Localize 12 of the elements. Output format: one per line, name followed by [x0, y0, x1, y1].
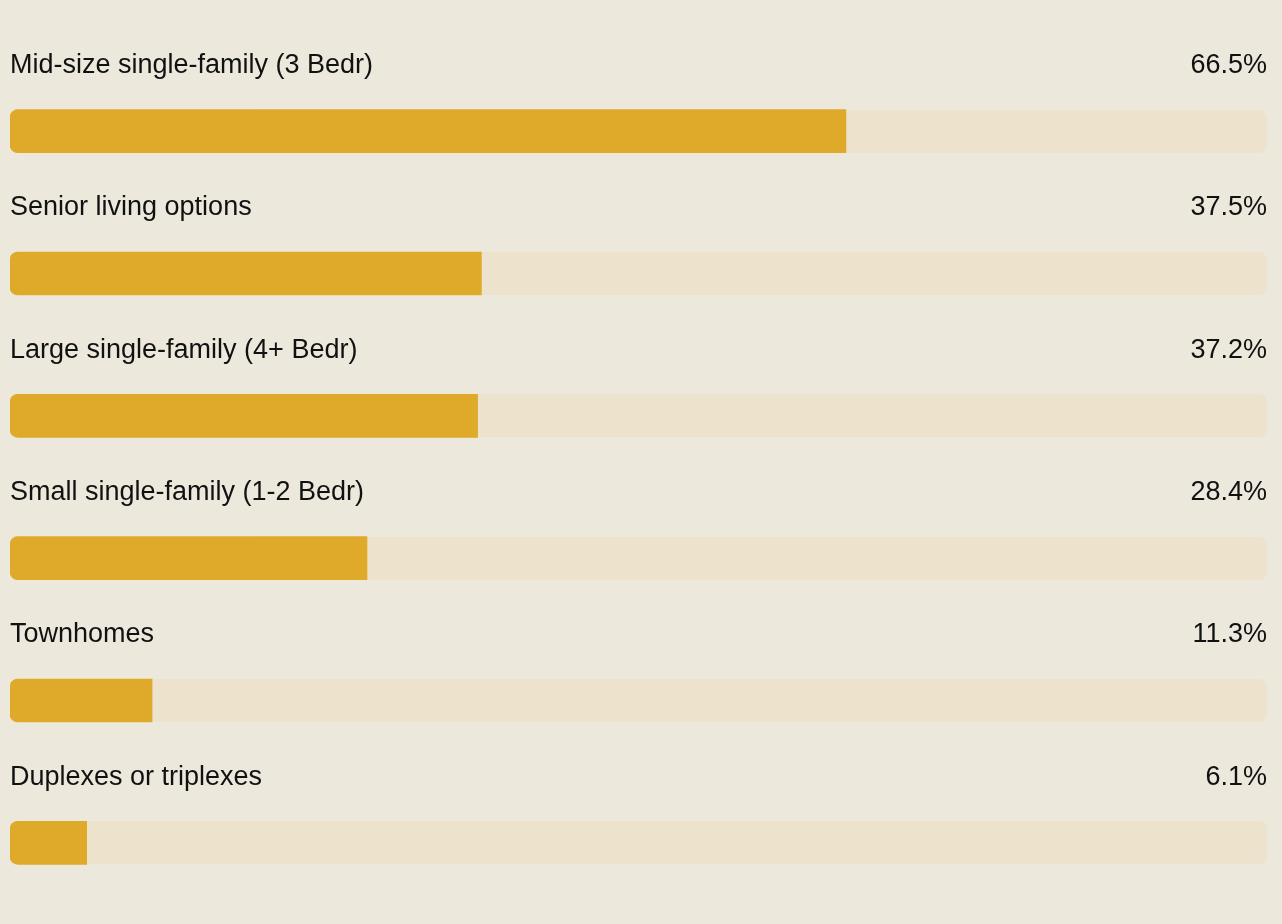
- data-label: 37.5%: [1190, 191, 1267, 222]
- y-tick-label: Duplexes or triplexes: [10, 760, 263, 791]
- y-tick-label: Mid-size single-family (3 Bedr): [10, 49, 374, 80]
- data-label: 6.1%: [1205, 760, 1267, 791]
- y-tick-label: Senior living options: [10, 191, 252, 222]
- data-label: 28.4%: [1190, 476, 1267, 507]
- data-label: 37.2%: [1190, 333, 1267, 364]
- y-tick-label: Small single-family (1-2 Bedr): [10, 476, 365, 507]
- y-tick-label: Townhomes: [10, 618, 155, 649]
- data-label: 11.3%: [1192, 618, 1267, 649]
- data-label: 66.5%: [1190, 49, 1267, 80]
- y-tick-label: Large single-family (4+ Bedr): [10, 333, 358, 364]
